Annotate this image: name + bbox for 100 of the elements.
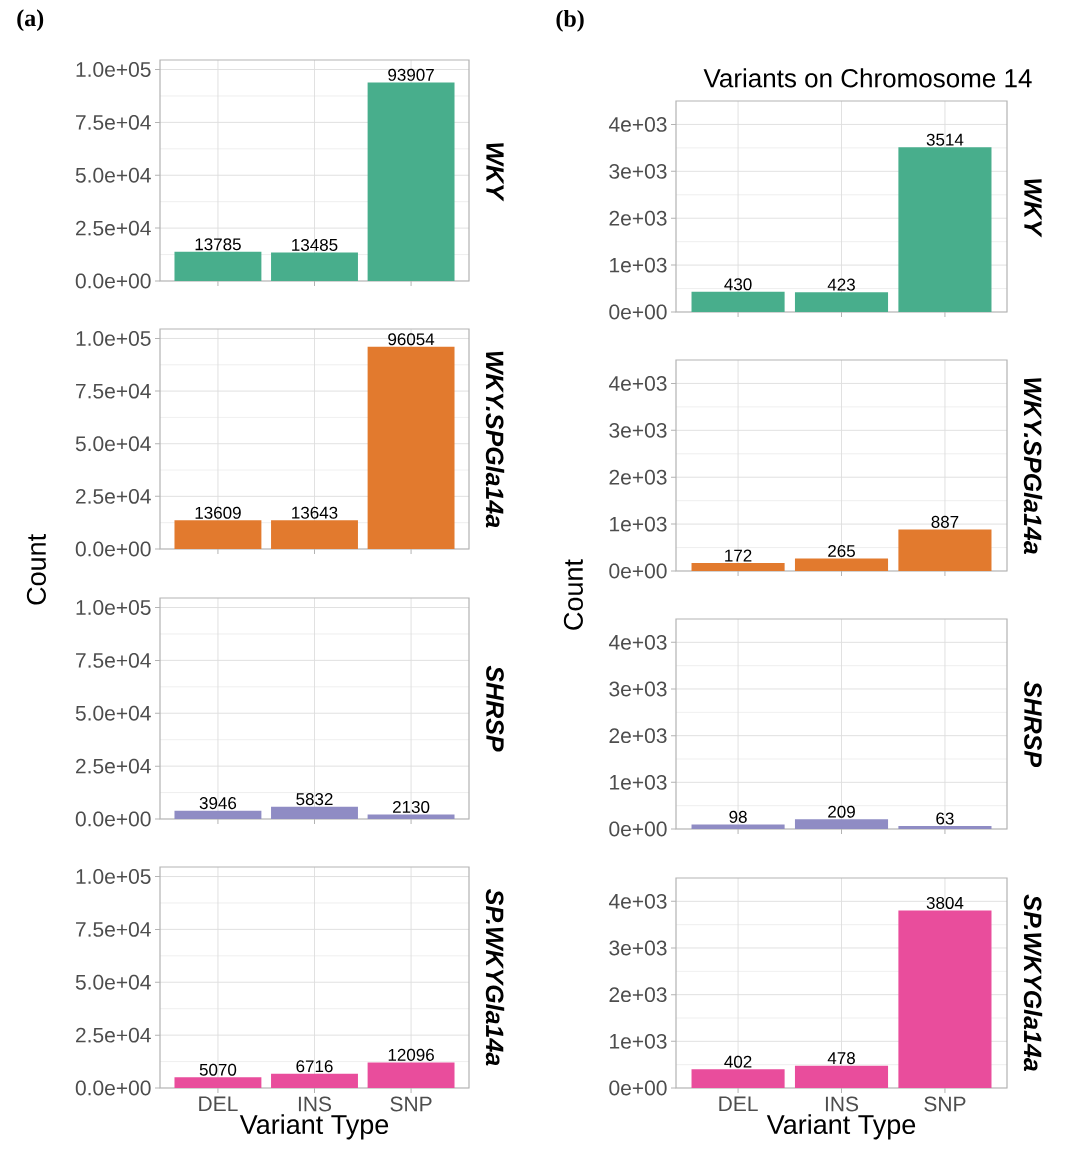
bar: [271, 252, 358, 281]
data-label: 12096: [388, 1048, 434, 1061]
text: WKY.SPGla14a: [1023, 378, 1043, 554]
y-tick-label: 5.0e+04: [75, 974, 151, 990]
bar: [794, 1065, 889, 1088]
y-axis-title: Count: [563, 559, 583, 630]
bar: [271, 806, 358, 819]
y-tick-label: 5.0e+04: [75, 167, 151, 183]
data-label: 93907: [388, 68, 434, 81]
data-label: 172: [725, 549, 752, 562]
x-tick-label: INS: [298, 1096, 332, 1112]
bar: [898, 529, 992, 571]
bar: [367, 1062, 455, 1088]
y-tick-label: 5.0e+04: [75, 705, 151, 721]
data-label: 13785: [195, 238, 241, 251]
x-tick-label: DEL: [719, 1096, 758, 1111]
y-tick-label: 1e+03: [610, 774, 667, 790]
y-tick-label: 3e+03: [609, 681, 667, 697]
y-tick-label: 2.5e+04: [76, 220, 151, 236]
x-axis-title: Variant Type: [239, 1114, 389, 1140]
y-tick-label: 1.0e+05: [76, 331, 151, 346]
y-tick-label: 7.5e+04: [76, 383, 151, 399]
y-tick-label: 0e+00: [609, 1080, 667, 1096]
y-tick-label: 0.0e+00: [75, 541, 151, 557]
bar: [691, 1069, 785, 1088]
y-tick-label: 0e+00: [609, 563, 667, 579]
data-label: 3514: [926, 133, 964, 146]
data-label: 13485: [292, 238, 338, 251]
data-label: 13643: [292, 506, 338, 519]
bar: [367, 346, 455, 549]
y-tick-label: 0e+00: [609, 304, 667, 320]
y-tick-label: 1.0e+05: [76, 600, 151, 615]
data-label: 96054: [388, 333, 435, 346]
y-tick-label: 4e+03: [608, 376, 667, 391]
text: WKY.SPGla14a: [485, 351, 505, 528]
bar: [691, 824, 785, 829]
x-tick-label: SNP: [924, 1096, 966, 1112]
text: (b): [556, 9, 584, 32]
data-label: 478: [827, 1052, 855, 1065]
data-label: 98: [729, 810, 747, 823]
y-axis-title: Count: [26, 534, 46, 605]
y-tick-label: 0.0e+00: [75, 273, 151, 289]
bar: [367, 82, 455, 281]
y-tick-label: 1e+03: [610, 1033, 667, 1049]
bar: [174, 1077, 262, 1088]
bar: [271, 1073, 358, 1088]
y-tick-label: 7.5e+04: [76, 652, 151, 668]
data-label: 423: [827, 278, 855, 291]
text: SHRSP: [1024, 681, 1042, 768]
data-label: 13609: [195, 506, 241, 519]
bar: [367, 814, 455, 819]
data-label: 5832: [296, 793, 333, 806]
x-tick-label: DEL: [199, 1096, 238, 1111]
x-tick-label: INS: [825, 1096, 859, 1112]
y-tick-label: 2.5e+04: [76, 1027, 151, 1043]
bar: [898, 147, 992, 312]
y-tick-label: 3e+03: [609, 422, 667, 438]
data-label: 5070: [199, 1063, 237, 1076]
y-tick-label: 0.0e+00: [75, 811, 151, 827]
y-tick-label: 7.5e+04: [76, 921, 151, 937]
y-tick-label: 1e+03: [610, 257, 667, 273]
y-tick-label: 2.5e+04: [76, 488, 151, 504]
bar: [898, 826, 992, 829]
y-tick-label: 4e+03: [608, 634, 667, 650]
bar: [691, 291, 785, 312]
text: SHRSP: [486, 665, 504, 752]
data-label: 209: [828, 805, 855, 818]
bar: [898, 910, 992, 1088]
y-tick-label: 1e+03: [610, 516, 667, 532]
bar: [794, 292, 889, 312]
bar: [174, 520, 262, 549]
chart-title: Variants on Chromosome 14: [703, 68, 1032, 88]
y-tick-label: 2.5e+04: [76, 758, 151, 774]
y-tick-label: 4e+03: [608, 893, 667, 909]
text: SP.WKYGla14a: [1023, 894, 1043, 1071]
text: WKY: [486, 143, 504, 202]
text: (a): [17, 9, 44, 32]
data-label: 63: [936, 812, 954, 825]
y-tick-label: 3e+03: [609, 940, 667, 956]
data-label: 430: [724, 278, 752, 291]
y-tick-label: 4e+03: [608, 117, 667, 132]
bar: [174, 251, 262, 281]
data-label: 3804: [926, 896, 964, 909]
y-tick-label: 2e+03: [609, 469, 667, 485]
data-label: 6716: [296, 1060, 333, 1073]
y-tick-label: 1.0e+05: [76, 869, 151, 884]
text: SP.WKYGla14a: [485, 889, 505, 1066]
y-tick-label: 1.0e+05: [76, 62, 151, 77]
y-tick-label: 5.0e+04: [75, 436, 151, 452]
text: WKY: [1024, 179, 1042, 238]
bar: [794, 819, 889, 829]
bar: [691, 562, 785, 571]
bar: [271, 520, 358, 549]
x-tick-label: SNP: [390, 1096, 432, 1112]
y-tick-label: 0.0e+00: [75, 1080, 151, 1096]
data-label: 402: [724, 1055, 752, 1068]
y-tick-label: 7.5e+04: [76, 114, 151, 130]
x-axis-title: Variant Type: [766, 1114, 916, 1140]
bar: [794, 558, 889, 571]
data-label: 265: [828, 545, 855, 558]
